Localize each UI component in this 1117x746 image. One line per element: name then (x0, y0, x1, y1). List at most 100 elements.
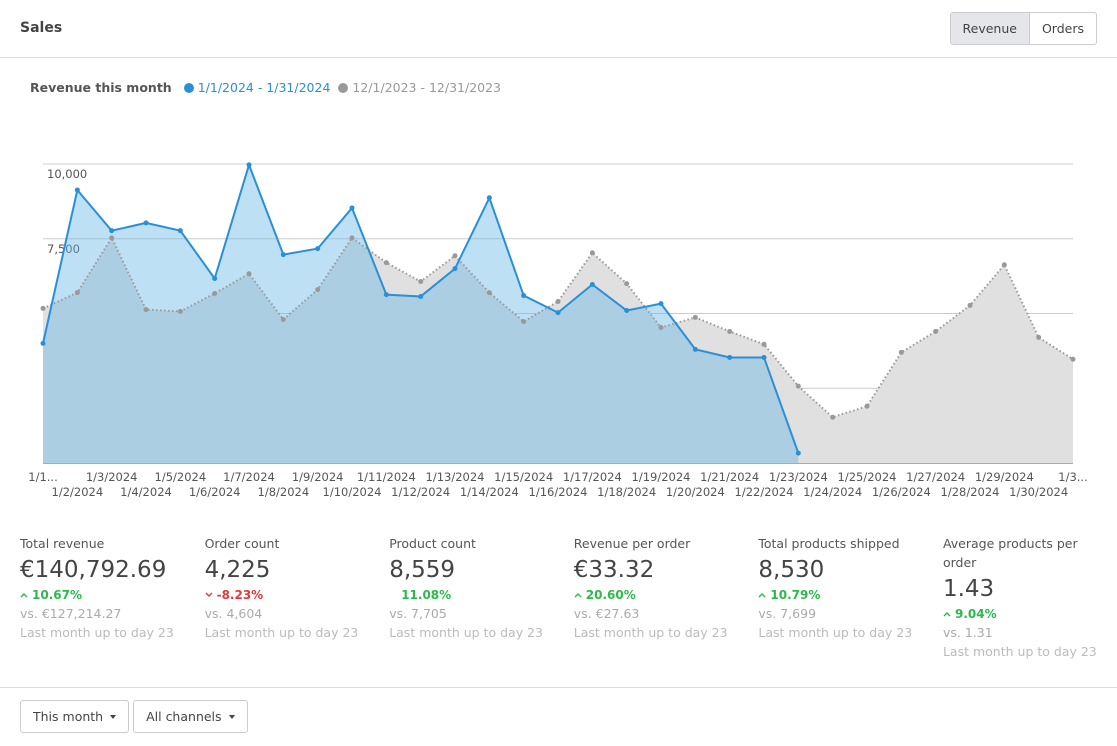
point (521, 319, 527, 325)
x-tick-label: 1/15/2024 (494, 470, 553, 484)
point (658, 301, 664, 307)
point (589, 250, 595, 256)
point (555, 299, 561, 305)
metric-card: Order count 4,225 -8.23% vs. 4,604 Last mont… (205, 534, 369, 662)
metric-comparison: vs. 4,604 (204, 606, 263, 621)
x-tick-label: 1/1... (28, 470, 57, 484)
point (795, 383, 801, 389)
point (658, 325, 664, 331)
point (727, 328, 733, 334)
metric-change: 10.67% (20, 585, 184, 604)
filters: This month All channels (20, 700, 252, 733)
point (1070, 356, 1076, 362)
metric-value: 8,530 (758, 557, 825, 583)
point (589, 281, 595, 287)
point (418, 293, 424, 299)
filter-dropdown[interactable]: All channels (133, 700, 248, 733)
x-tick-label: 1/13/2024 (426, 470, 485, 484)
point (727, 354, 733, 360)
area (43, 164, 799, 463)
point (143, 220, 149, 226)
metric-card: Revenue per order €33.32 20.60% vs. €27.63 L… (574, 534, 738, 662)
metric-label: Total revenue (20, 536, 105, 551)
metric-value: 8,559 (389, 557, 456, 583)
metric-comparison: vs. 7,699 (758, 606, 817, 621)
metric-label: Total products shipped (758, 536, 900, 551)
legend: Revenue this month 1/1/2024 - 1/31/2024 1… (30, 80, 509, 95)
header: Sales Revenue Orders (0, 0, 1117, 58)
point (246, 162, 252, 168)
filter-dropdown[interactable]: This month (20, 700, 130, 733)
metric-change-value: 11.08% (401, 587, 452, 602)
legend-item[interactable]: 1/1/2024 - 1/31/2024 (183, 80, 330, 95)
point (624, 281, 630, 287)
point (795, 450, 801, 456)
metric-comparison: vs. €27.63 (573, 606, 640, 621)
point (967, 302, 973, 308)
point (486, 195, 492, 201)
x-tick-label: 1/29/2024 (975, 470, 1034, 484)
metric-change-value: 9.04% (954, 606, 997, 621)
x-tick-label: 1/18/2024 (597, 485, 656, 499)
metric-comparison: vs. 1.31 (942, 625, 993, 640)
trend-arrow (758, 592, 766, 597)
metric-change: 10.79% (758, 585, 922, 604)
point (452, 266, 458, 272)
chart: 2,5005,0007,50010,0001/1...1/2/20241/3/2… (28, 161, 1088, 499)
metric-change-value: -8.23% (216, 587, 264, 602)
point (143, 307, 149, 313)
point (898, 349, 904, 355)
x-tick-label: 1/21/2024 (700, 470, 759, 484)
metric-label: Revenue per order (573, 536, 691, 551)
x-tick-label: 1/17/2024 (563, 470, 622, 484)
x-tick-label: 1/6/2024 (189, 485, 241, 499)
point (761, 354, 767, 360)
toggle-button[interactable]: Orders (1028, 13, 1096, 44)
x-tick-label: 1/14/2024 (460, 485, 519, 499)
point (280, 316, 286, 322)
metric-value: €140,792.69 (20, 557, 167, 583)
metric-note: Last month up to day 23 (389, 625, 543, 640)
x-tick-label: 1/27/2024 (906, 470, 965, 484)
metric-comparison: vs. €127,214.27 (20, 606, 122, 621)
point (624, 308, 630, 314)
metric-card: Total revenue €140,792.69 10.67% vs. €127,2… (20, 534, 184, 662)
toggle-button[interactable]: Revenue (950, 13, 1029, 44)
point (864, 403, 870, 409)
metric-card: Product count 8,559 11.08% vs. 7,705 Last mo… (389, 534, 553, 662)
point (1001, 262, 1007, 268)
metric-change-value: 10.79% (770, 587, 821, 602)
toggle: Revenue Orders (949, 12, 1097, 45)
metric-label: Product count (389, 536, 476, 551)
point (486, 290, 492, 296)
metric-note: Last month up to day 23 (942, 644, 1097, 659)
x-tick-label: 1/26/2024 (872, 485, 931, 499)
metric-change: -8.23% (205, 585, 369, 604)
point (761, 341, 767, 347)
x-tick-label: 1/24/2024 (803, 485, 862, 499)
metric-label: Order count (204, 536, 280, 551)
point (692, 314, 698, 320)
metric-value: €33.32 (573, 557, 655, 583)
metric-comparison: vs. 7,705 (389, 606, 447, 621)
point (349, 205, 355, 211)
metric-change: 11.08% (389, 585, 553, 604)
point (692, 346, 698, 352)
point (1036, 334, 1042, 340)
metric-card: Total products shipped 8,530 10.79% vs. 7,6… (758, 534, 922, 662)
x-tick-label: 1/30/2024 (1009, 485, 1068, 499)
metric-note: Last month up to day 23 (573, 625, 728, 640)
point (383, 260, 389, 266)
legend-label: 12/1/2023 - 12/31/2023 (352, 80, 502, 95)
x-tick-label: 1/20/2024 (666, 485, 725, 499)
point (74, 187, 80, 193)
point (521, 293, 527, 299)
x-tick-label: 1/7/2024 (223, 470, 275, 484)
point (109, 235, 115, 241)
chart-title: Revenue this month (30, 80, 172, 95)
trend-arrow (943, 611, 951, 616)
legend-item[interactable]: 12/1/2023 - 12/31/2023 (338, 80, 501, 95)
point (177, 228, 183, 234)
point (315, 287, 321, 293)
